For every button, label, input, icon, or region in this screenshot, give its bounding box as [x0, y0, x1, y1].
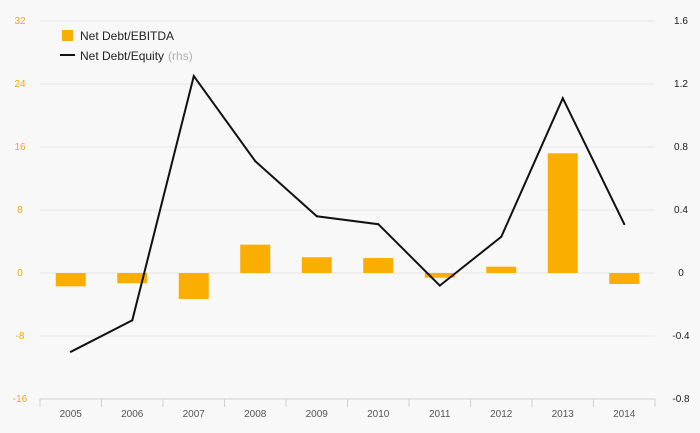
legend-bar-swatch [62, 30, 73, 41]
y-left-tick-label: 0 [17, 268, 23, 279]
bar [178, 273, 209, 299]
line-point [192, 75, 195, 78]
y-right-tick-label: 0 [678, 268, 684, 279]
equity-line [70, 73, 626, 353]
x-tick-label: 2009 [306, 409, 329, 420]
x-tick-label: 2011 [429, 409, 451, 420]
y-left-tick-label: 24 [14, 79, 26, 90]
legend-line-name: Net Debt/Equity [80, 49, 164, 63]
bar [547, 153, 578, 273]
bar [240, 244, 271, 273]
x-tick-label: 2012 [490, 409, 513, 420]
x-tick-label: 2010 [367, 409, 390, 420]
line-point [377, 223, 380, 226]
axes: 32 1.6 24 1.2 16 0.8 8 0.4 0 0 -8 -0.4 -16 -0.8 2005 20… [13, 16, 690, 420]
y-left-tick-label: 32 [14, 16, 26, 27]
x-tick-label: 2008 [244, 409, 267, 420]
line-point [315, 215, 318, 218]
line-point [131, 319, 134, 322]
line-point [561, 97, 564, 100]
y-left-tick-label: 16 [14, 142, 26, 153]
bar [55, 273, 86, 287]
bar [609, 273, 640, 285]
x-tick-label: 2005 [60, 409, 83, 420]
y-left-tick-label: -16 [13, 394, 28, 405]
line-point [500, 235, 503, 238]
bar [301, 257, 332, 273]
x-tick-label: 2006 [121, 409, 144, 420]
line-point [254, 160, 257, 163]
y-right-tick-label: -0.4 [672, 331, 690, 342]
y-right-tick-label: 0.4 [674, 205, 688, 216]
y-right-tick-label: 1.2 [674, 79, 688, 90]
y-left-tick-label: 8 [17, 205, 23, 216]
y-right-tick-label: 0.8 [674, 142, 688, 153]
bar [486, 266, 517, 273]
legend: Net Debt/EBITDA Net Debt/Equity (rhs) [60, 29, 193, 63]
bar [424, 273, 455, 278]
line-point [438, 284, 441, 287]
bar-series [55, 153, 640, 299]
x-tick-label: 2013 [552, 409, 575, 420]
y-right-tick-label: -0.8 [672, 394, 690, 405]
x-tick-label: 2014 [613, 409, 636, 420]
legend-bar-label: Net Debt/EBITDA [80, 29, 174, 43]
y-right-tick-label: 1.6 [674, 16, 688, 27]
legend-line-suffix: (rhs) [168, 49, 193, 63]
line-series [69, 73, 626, 353]
bar [363, 258, 394, 273]
line-point [69, 350, 72, 353]
y-left-tick-label: -8 [16, 331, 25, 342]
x-tick-label: 2007 [183, 409, 206, 420]
legend-line-label: Net Debt/Equity (rhs) [80, 49, 193, 63]
line-point [623, 223, 626, 226]
bar [117, 273, 148, 284]
